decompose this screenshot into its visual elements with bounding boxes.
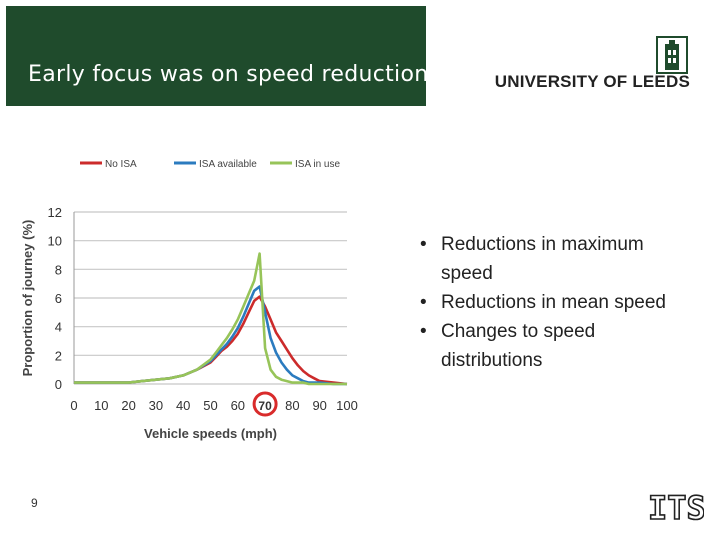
series-line — [74, 252, 347, 386]
bullet-list: Reductions in maximum speed Reductions i… — [420, 230, 700, 375]
university-crest-icon — [656, 36, 688, 74]
x-axis-label: Vehicle speeds (mph) — [144, 426, 277, 441]
x-tick-label: 90 — [312, 398, 326, 413]
university-name: UNIVERSITY OF LEEDS — [494, 72, 690, 91]
its-logo: ITS — [647, 490, 704, 522]
speed-distribution-chart: 0 2 4 6 8 10 12 0 10 20 30 40 50 60 70 80 90 100 Vehicle s… — [20, 159, 358, 441]
y-axis-label: Proportion of journey (%) — [20, 220, 35, 377]
slide-title: Early focus was on speed reduction — [28, 62, 429, 87]
y-tick-label: 10 — [48, 234, 62, 249]
series-line — [74, 285, 347, 386]
y-tick-label: 2 — [55, 348, 62, 363]
x-tick-label: 20 — [121, 398, 135, 413]
x-tick-label: 80 — [285, 398, 299, 413]
y-tick-label: 6 — [55, 291, 62, 306]
legend-label: No ISA — [105, 159, 137, 170]
legend-label: ISA in use — [295, 159, 340, 170]
y-tick-label: 8 — [55, 262, 62, 277]
series-line — [74, 295, 348, 386]
x-tick-label: 50 — [203, 398, 217, 413]
bullet-item: Reductions in mean speed — [420, 288, 700, 317]
university-logo-panel: UNIVERSITY OF LEEDS — [426, 6, 714, 106]
x-tick-label: 10 — [94, 398, 108, 413]
legend-label: ISA available — [199, 159, 257, 170]
x-tick-label: 100 — [336, 398, 358, 413]
speed-limit-sign-icon — [252, 391, 278, 417]
x-tick-label: 30 — [149, 398, 163, 413]
bullet-item: Reductions in maximum speed — [420, 230, 700, 288]
y-tick-label: 12 — [48, 205, 62, 220]
y-tick-label: 4 — [55, 320, 62, 335]
y-tick-label: 0 — [55, 377, 62, 392]
x-tick-label: 40 — [176, 398, 190, 413]
page-number: 9 — [31, 496, 38, 510]
its-logo-text: ITS — [648, 490, 704, 522]
x-tick-label: 60 — [231, 398, 245, 413]
bullet-item: Changes to speed distributions — [420, 317, 700, 375]
x-tick-label: 0 — [70, 398, 77, 413]
x-tick-label: 70 — [258, 399, 272, 413]
